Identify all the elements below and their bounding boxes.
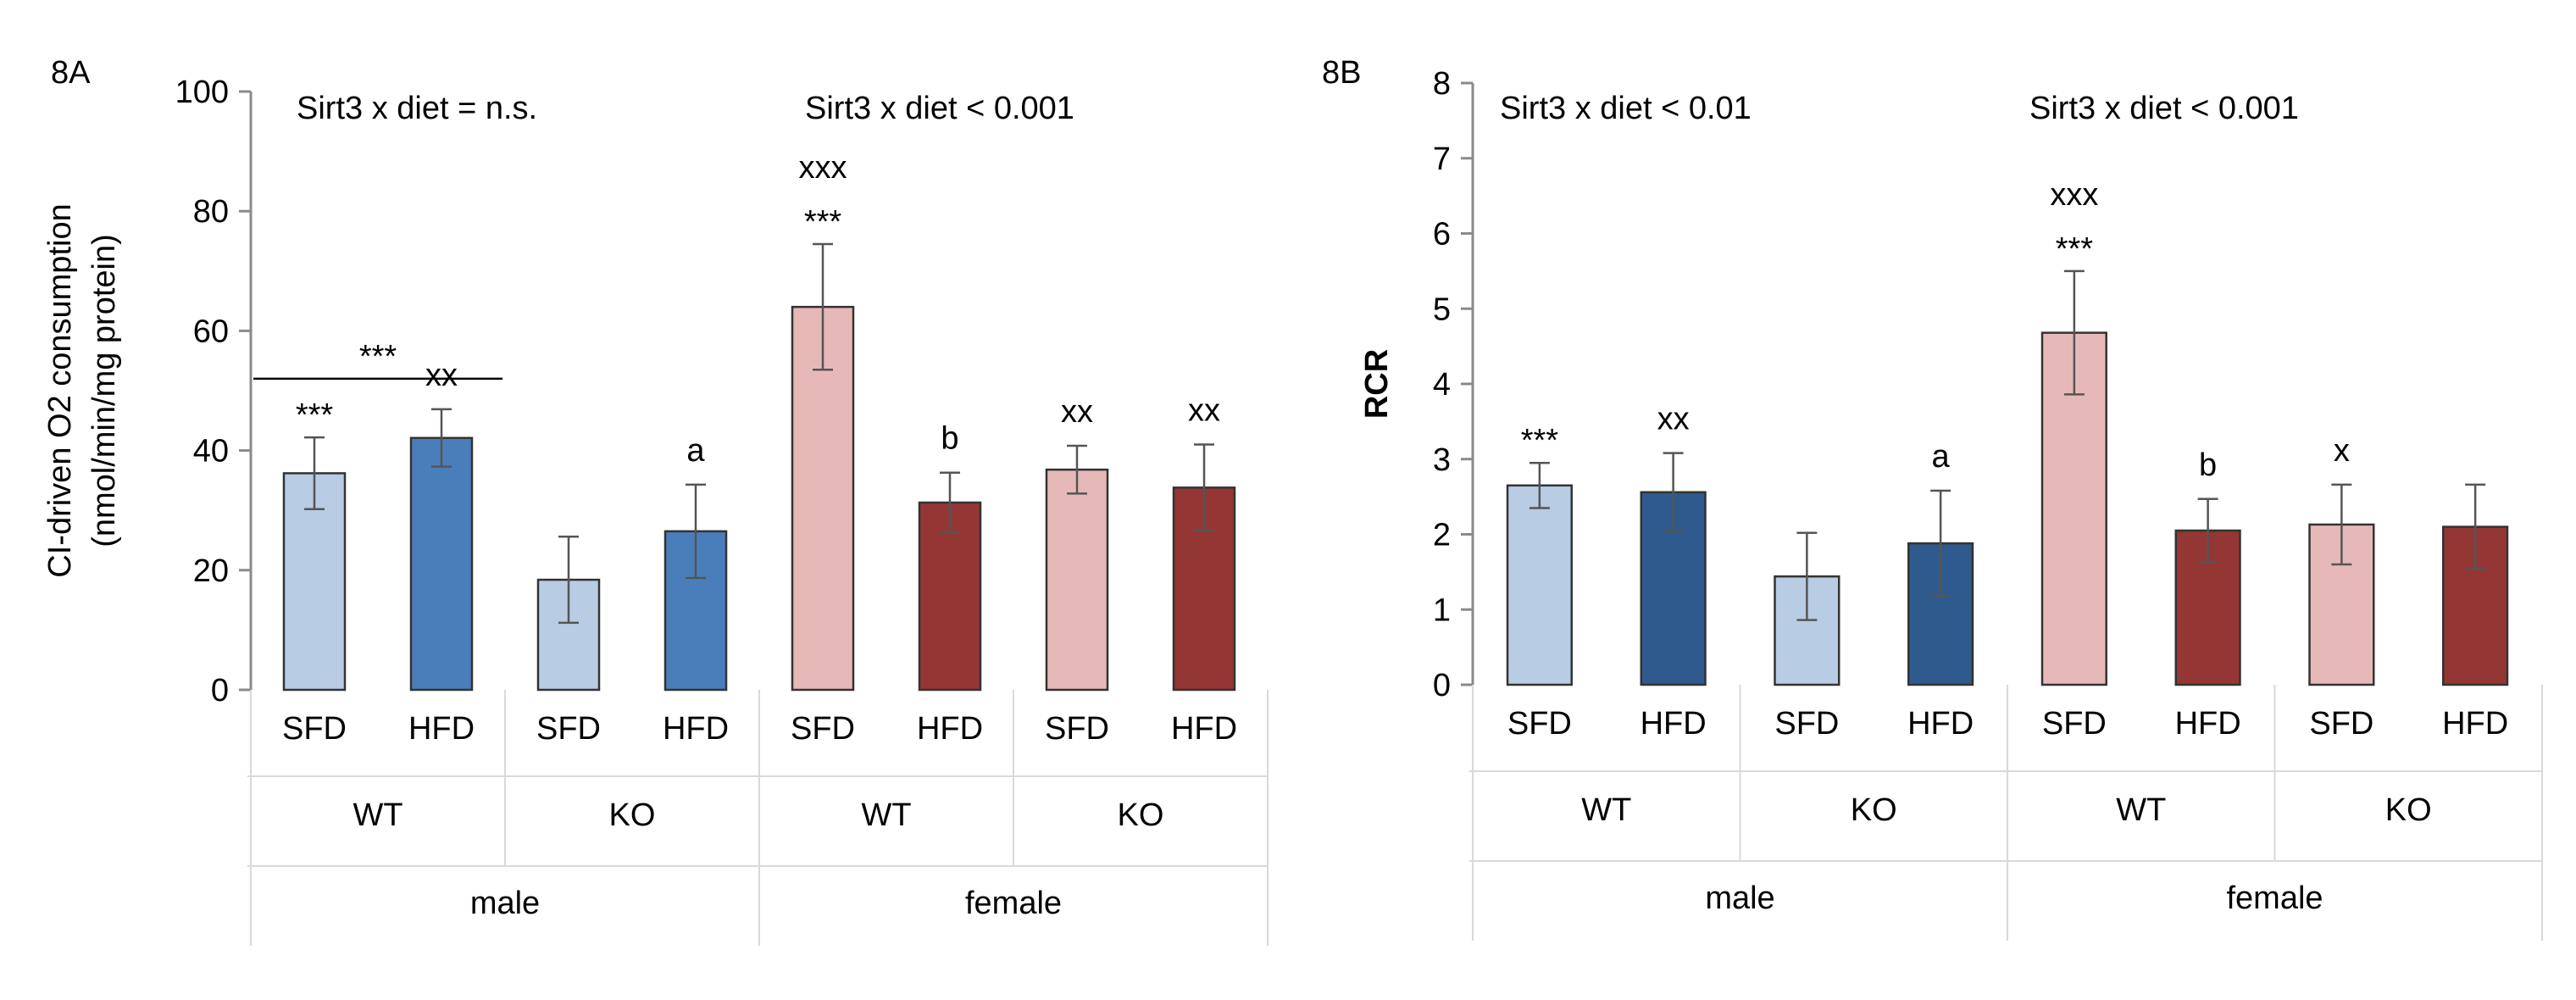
x-tick-label-diet: SFD (536, 711, 601, 747)
y-tick-label: 0 (211, 673, 229, 708)
x-tick-label-genotype: WT (353, 797, 402, 833)
bar-hfd (1907, 542, 1974, 686)
significance-label: xx (425, 358, 458, 393)
y-axis-title-line: RCR (1359, 349, 1395, 419)
x-tick-label-diet: HFD (917, 711, 983, 747)
x-tick-label-diet: SFD (1507, 706, 1572, 742)
bar-hfd (663, 530, 728, 692)
x-tick-label-diet: SFD (1774, 706, 1839, 742)
y-tick-label: 4 (1433, 367, 1451, 403)
y-axis-title-line: CI-driven O2 consumption (42, 203, 78, 577)
x-tick-label-diet: HFD (2442, 706, 2508, 742)
y-axis-title: CI-driven O2 consumption (nmol/min/mg pro… (42, 203, 122, 577)
significance-label: xxx (799, 150, 847, 186)
x-tick-label-diet: HFD (2175, 706, 2241, 742)
x-tick-label-genotype: WT (1581, 792, 1631, 828)
significance-label: *** (1521, 423, 1559, 458)
y-tick-label: 2 (1433, 518, 1451, 553)
x-tick-label-sex: female (2226, 881, 2323, 916)
y-tick-label: 20 (193, 553, 229, 589)
y-tick-label: 40 (193, 434, 229, 469)
x-tick-label-diet: SFD (2042, 706, 2107, 742)
significance-label: a (1932, 439, 1951, 475)
y-tick-label: 3 (1433, 442, 1451, 478)
panel-label: 8B (1322, 55, 1361, 91)
x-tick-label-genotype: KO (1118, 797, 1164, 833)
x-tick-label-diet: HFD (1171, 711, 1237, 747)
x-tick-label-sex: female (965, 886, 1062, 921)
interaction-label: Sirt3 x diet < 0.01 (1500, 91, 1752, 126)
significance-label: xxx (2050, 177, 2098, 213)
bar-sfd (1506, 484, 1573, 686)
x-tick-label-sex: male (470, 886, 540, 921)
x-tick-label-genotype: KO (609, 797, 656, 833)
interaction-label: Sirt3 x diet < 0.001 (805, 91, 1074, 126)
significance-label: *** (296, 397, 334, 433)
x-tick-label-diet: SFD (791, 711, 855, 747)
significance-label: xx (1188, 393, 1220, 429)
y-tick-label: 5 (1433, 292, 1451, 327)
significance-label: *** (804, 204, 842, 240)
significance-label: b (2199, 447, 2217, 483)
x-tick-label-genotype: WT (861, 797, 911, 833)
chart-panel-8B: 8B 0 1 2 3 4 5 6 7 8 RCR *** xx a *** xxx b x Sirt3 x diet… (1322, 55, 2543, 941)
interaction-label: Sirt3 x diet = n.s. (297, 91, 537, 126)
y-tick-label: 7 (1433, 142, 1451, 177)
y-tick-label: 80 (193, 194, 229, 230)
y-tick-label: 6 (1433, 217, 1451, 253)
y-tick-label: 8 (1433, 66, 1451, 102)
y-tick-label: 100 (175, 75, 229, 110)
x-tick-label-diet: HFD (663, 711, 729, 747)
y-axis-title-line: (nmol/min/mg protein) (86, 234, 122, 547)
significance-label: *** (2056, 231, 2094, 267)
bar-sfd (1045, 468, 1109, 692)
x-tick-label-genotype: KO (1851, 792, 1897, 828)
x-tick-label-diet: SFD (1045, 711, 1109, 747)
significance-label: xx (1657, 402, 1690, 437)
significance-label: a (686, 433, 705, 469)
x-tick-label-diet: SFD (2309, 706, 2373, 742)
significance-label: xx (1061, 394, 1093, 430)
y-tick-label: 60 (193, 314, 229, 349)
x-tick-label-diet: HFD (1641, 706, 1707, 742)
bar-hfd (409, 436, 474, 692)
x-tick-label-sex: male (1705, 881, 1774, 916)
x-tick-label-diet: HFD (1907, 706, 1974, 742)
bar-hfd (918, 501, 982, 692)
x-tick-label-diet: SFD (282, 711, 347, 747)
significance-label: x (2334, 433, 2350, 469)
significance-bracket-label: *** (359, 339, 397, 375)
y-axis-title: RCR (1359, 349, 1395, 419)
interaction-label: Sirt3 x diet < 0.001 (2029, 91, 2299, 126)
bar-sfd (536, 578, 601, 692)
significance-label: b (941, 421, 958, 457)
x-tick-label-genotype: WT (2116, 792, 2166, 828)
x-tick-label-genotype: KO (2385, 792, 2432, 828)
y-tick-label: 0 (1433, 668, 1451, 703)
chart-panel-8A: 8A 0 20 40 60 80 100 CI-driven O2 consumption (n… (42, 55, 1269, 946)
x-tick-label-diet: HFD (408, 711, 475, 747)
panel-label: 8A (51, 55, 91, 91)
y-tick-label: 1 (1433, 592, 1451, 628)
